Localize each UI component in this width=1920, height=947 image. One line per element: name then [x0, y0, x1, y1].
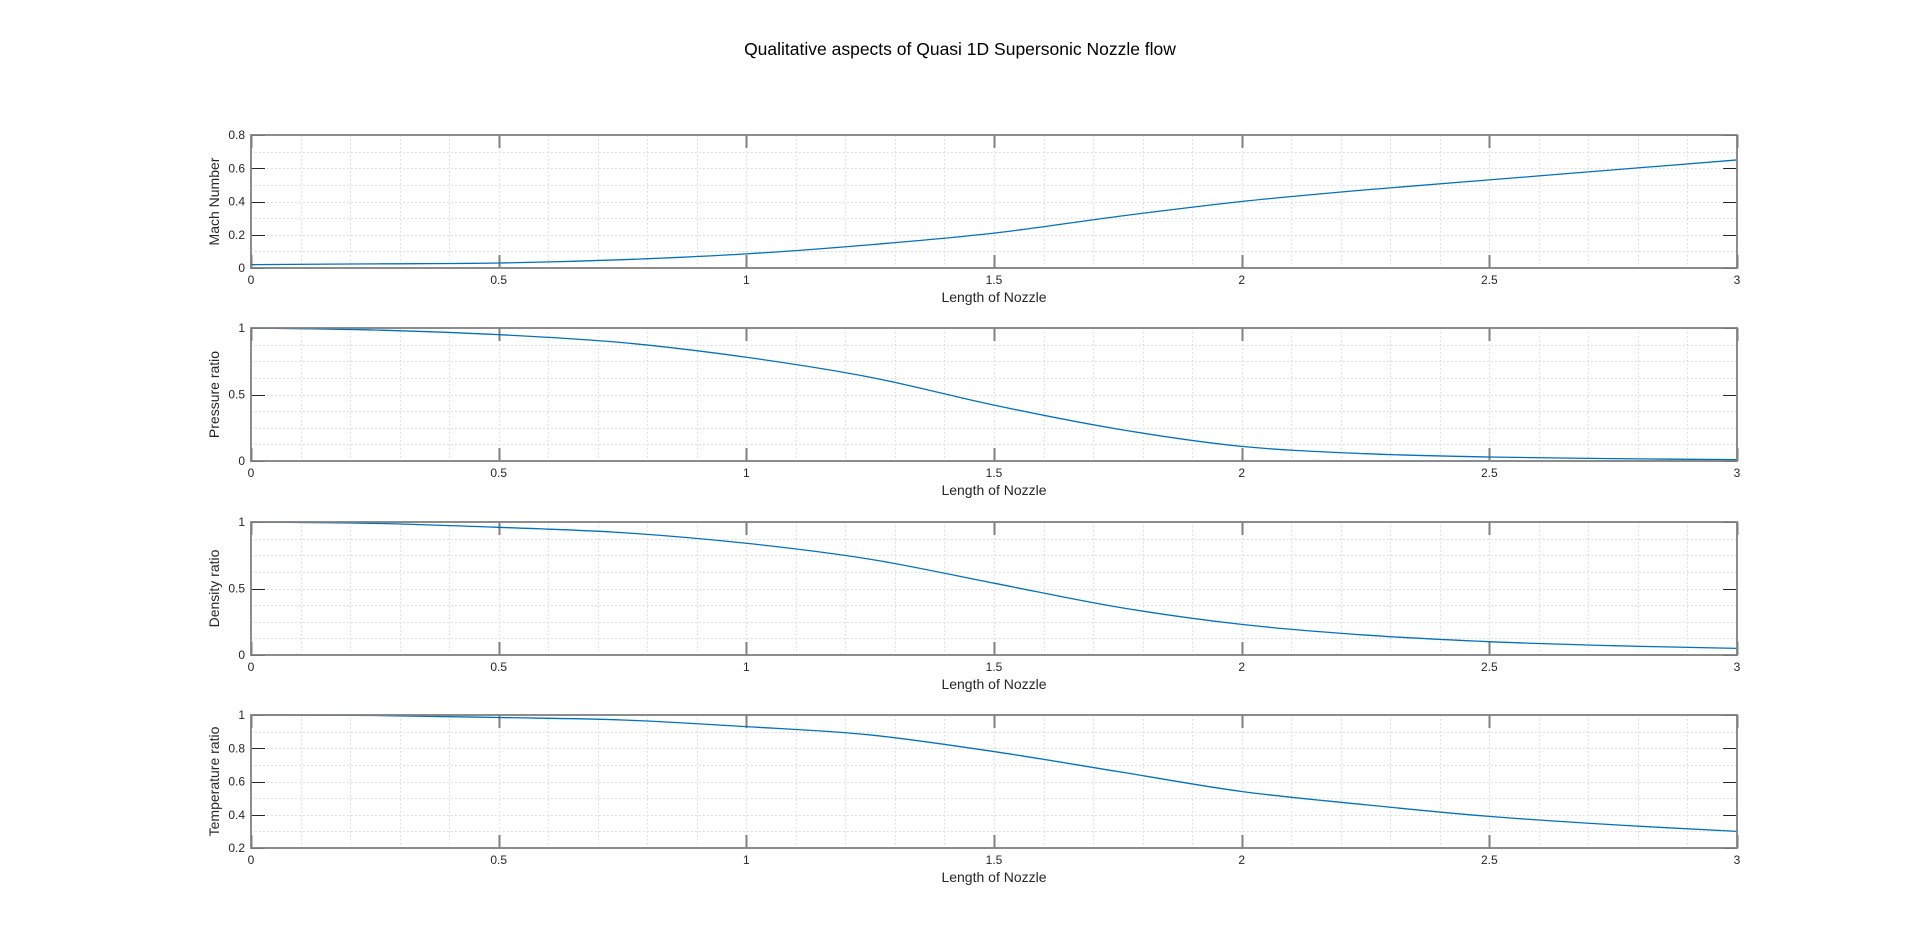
x-tick-label: 2.5 — [1481, 273, 1498, 287]
x-tick-label: 0.5 — [490, 660, 507, 674]
x-tick-label: 2 — [1238, 273, 1245, 287]
x-tick-label: 0.5 — [490, 466, 507, 480]
y-tick-label: 0.4 — [228, 808, 245, 822]
x-tick-label: 1 — [743, 273, 750, 287]
y-tick-label: 0.5 — [228, 582, 245, 596]
y-tick-label: 0 — [238, 261, 245, 275]
x-tick-label: 2 — [1238, 466, 1245, 480]
y-tick-label: 0.6 — [228, 775, 245, 789]
axes-box — [250, 521, 1738, 656]
y-tick-label: 0.4 — [228, 195, 245, 209]
subplot-density-ratio: 0 0.5 1 1.5 2 2.5 3 0 0.5 1 Length of Nozzle Densit… — [206, 515, 1741, 692]
y-axis-label: Mach Number — [206, 157, 222, 245]
y-tick-label: 0.5 — [228, 388, 245, 402]
y-axis-label: Density ratio — [206, 549, 222, 627]
x-axis-label: Length of Nozzle — [941, 676, 1046, 692]
x-tick-label: 2.5 — [1481, 660, 1498, 674]
y-axis-label: Pressure ratio — [206, 351, 222, 438]
x-tick-label: 0 — [248, 273, 255, 287]
y-tick-label: 0.8 — [228, 128, 245, 142]
data-line-density-ratio — [250, 521, 1738, 649]
x-tick-label: 0.5 — [490, 853, 507, 867]
plot-area — [251, 715, 1737, 848]
x-tick-label: 2.5 — [1481, 466, 1498, 480]
x-tick-label: 3 — [1734, 853, 1741, 867]
x-tick-label: 0.5 — [490, 273, 507, 287]
x-tick-label: 0 — [248, 466, 255, 480]
x-tick-label: 3 — [1734, 660, 1741, 674]
plot-area — [251, 522, 1737, 655]
subplot-pressure-ratio: 0 0.5 1 1.5 2 2.5 3 0 0.5 1 Length of Nozzle Pressu… — [206, 321, 1741, 498]
x-tick-label: 3 — [1734, 273, 1741, 287]
y-tick-label: 0.2 — [228, 228, 245, 242]
axes-box — [250, 327, 1738, 462]
x-axis-label: Length of Nozzle — [941, 482, 1046, 498]
data-line-pressure-ratio — [250, 327, 1738, 461]
x-tick-label: 2 — [1238, 660, 1245, 674]
plot-area — [251, 135, 1737, 268]
x-tick-label: 1.5 — [986, 853, 1003, 867]
y-tick-label: 0.8 — [228, 741, 245, 755]
x-tick-label: 1.5 — [986, 273, 1003, 287]
x-tick-label: 2.5 — [1481, 853, 1498, 867]
x-tick-label: 3 — [1734, 466, 1741, 480]
x-axis-label: Length of Nozzle — [941, 289, 1046, 305]
subplot-temperature-ratio: 0 0.5 1 1.5 2 2.5 3 0.2 0.4 0.6 0.8 1 Length of Nozz… — [206, 708, 1741, 885]
x-tick-label: 2 — [1238, 853, 1245, 867]
x-tick-label: 1 — [743, 660, 750, 674]
y-tick-label: 1 — [238, 515, 245, 529]
axes-box — [250, 134, 1738, 269]
x-tick-label: 0 — [248, 660, 255, 674]
x-axis-label: Length of Nozzle — [941, 869, 1046, 885]
data-line-mach-number — [250, 159, 1738, 266]
y-tick-label: 0.6 — [228, 161, 245, 175]
y-tick-label: 1 — [238, 708, 245, 722]
y-axis-label: Temperature ratio — [206, 726, 222, 836]
x-tick-label: 1.5 — [986, 466, 1003, 480]
x-tick-label: 1.5 — [986, 660, 1003, 674]
x-tick-label: 1 — [743, 853, 750, 867]
y-tick-label: 0 — [238, 648, 245, 662]
plot-area — [251, 328, 1737, 461]
y-tick-label: 0 — [238, 454, 245, 468]
y-tick-label: 1 — [238, 321, 245, 335]
axes-box — [250, 714, 1738, 849]
data-line-temperature-ratio — [250, 714, 1738, 833]
x-tick-label: 1 — [743, 466, 750, 480]
figure-title: Qualitative aspects of Quasi 1D Superson… — [744, 39, 1176, 59]
y-tick-label: 0.2 — [228, 841, 245, 855]
x-tick-label: 0 — [248, 853, 255, 867]
subplot-mach-number: 0 0.5 1 1.5 2 2.5 3 0 0.2 0.4 0.6 0.8 Length of Nozz… — [206, 128, 1741, 305]
